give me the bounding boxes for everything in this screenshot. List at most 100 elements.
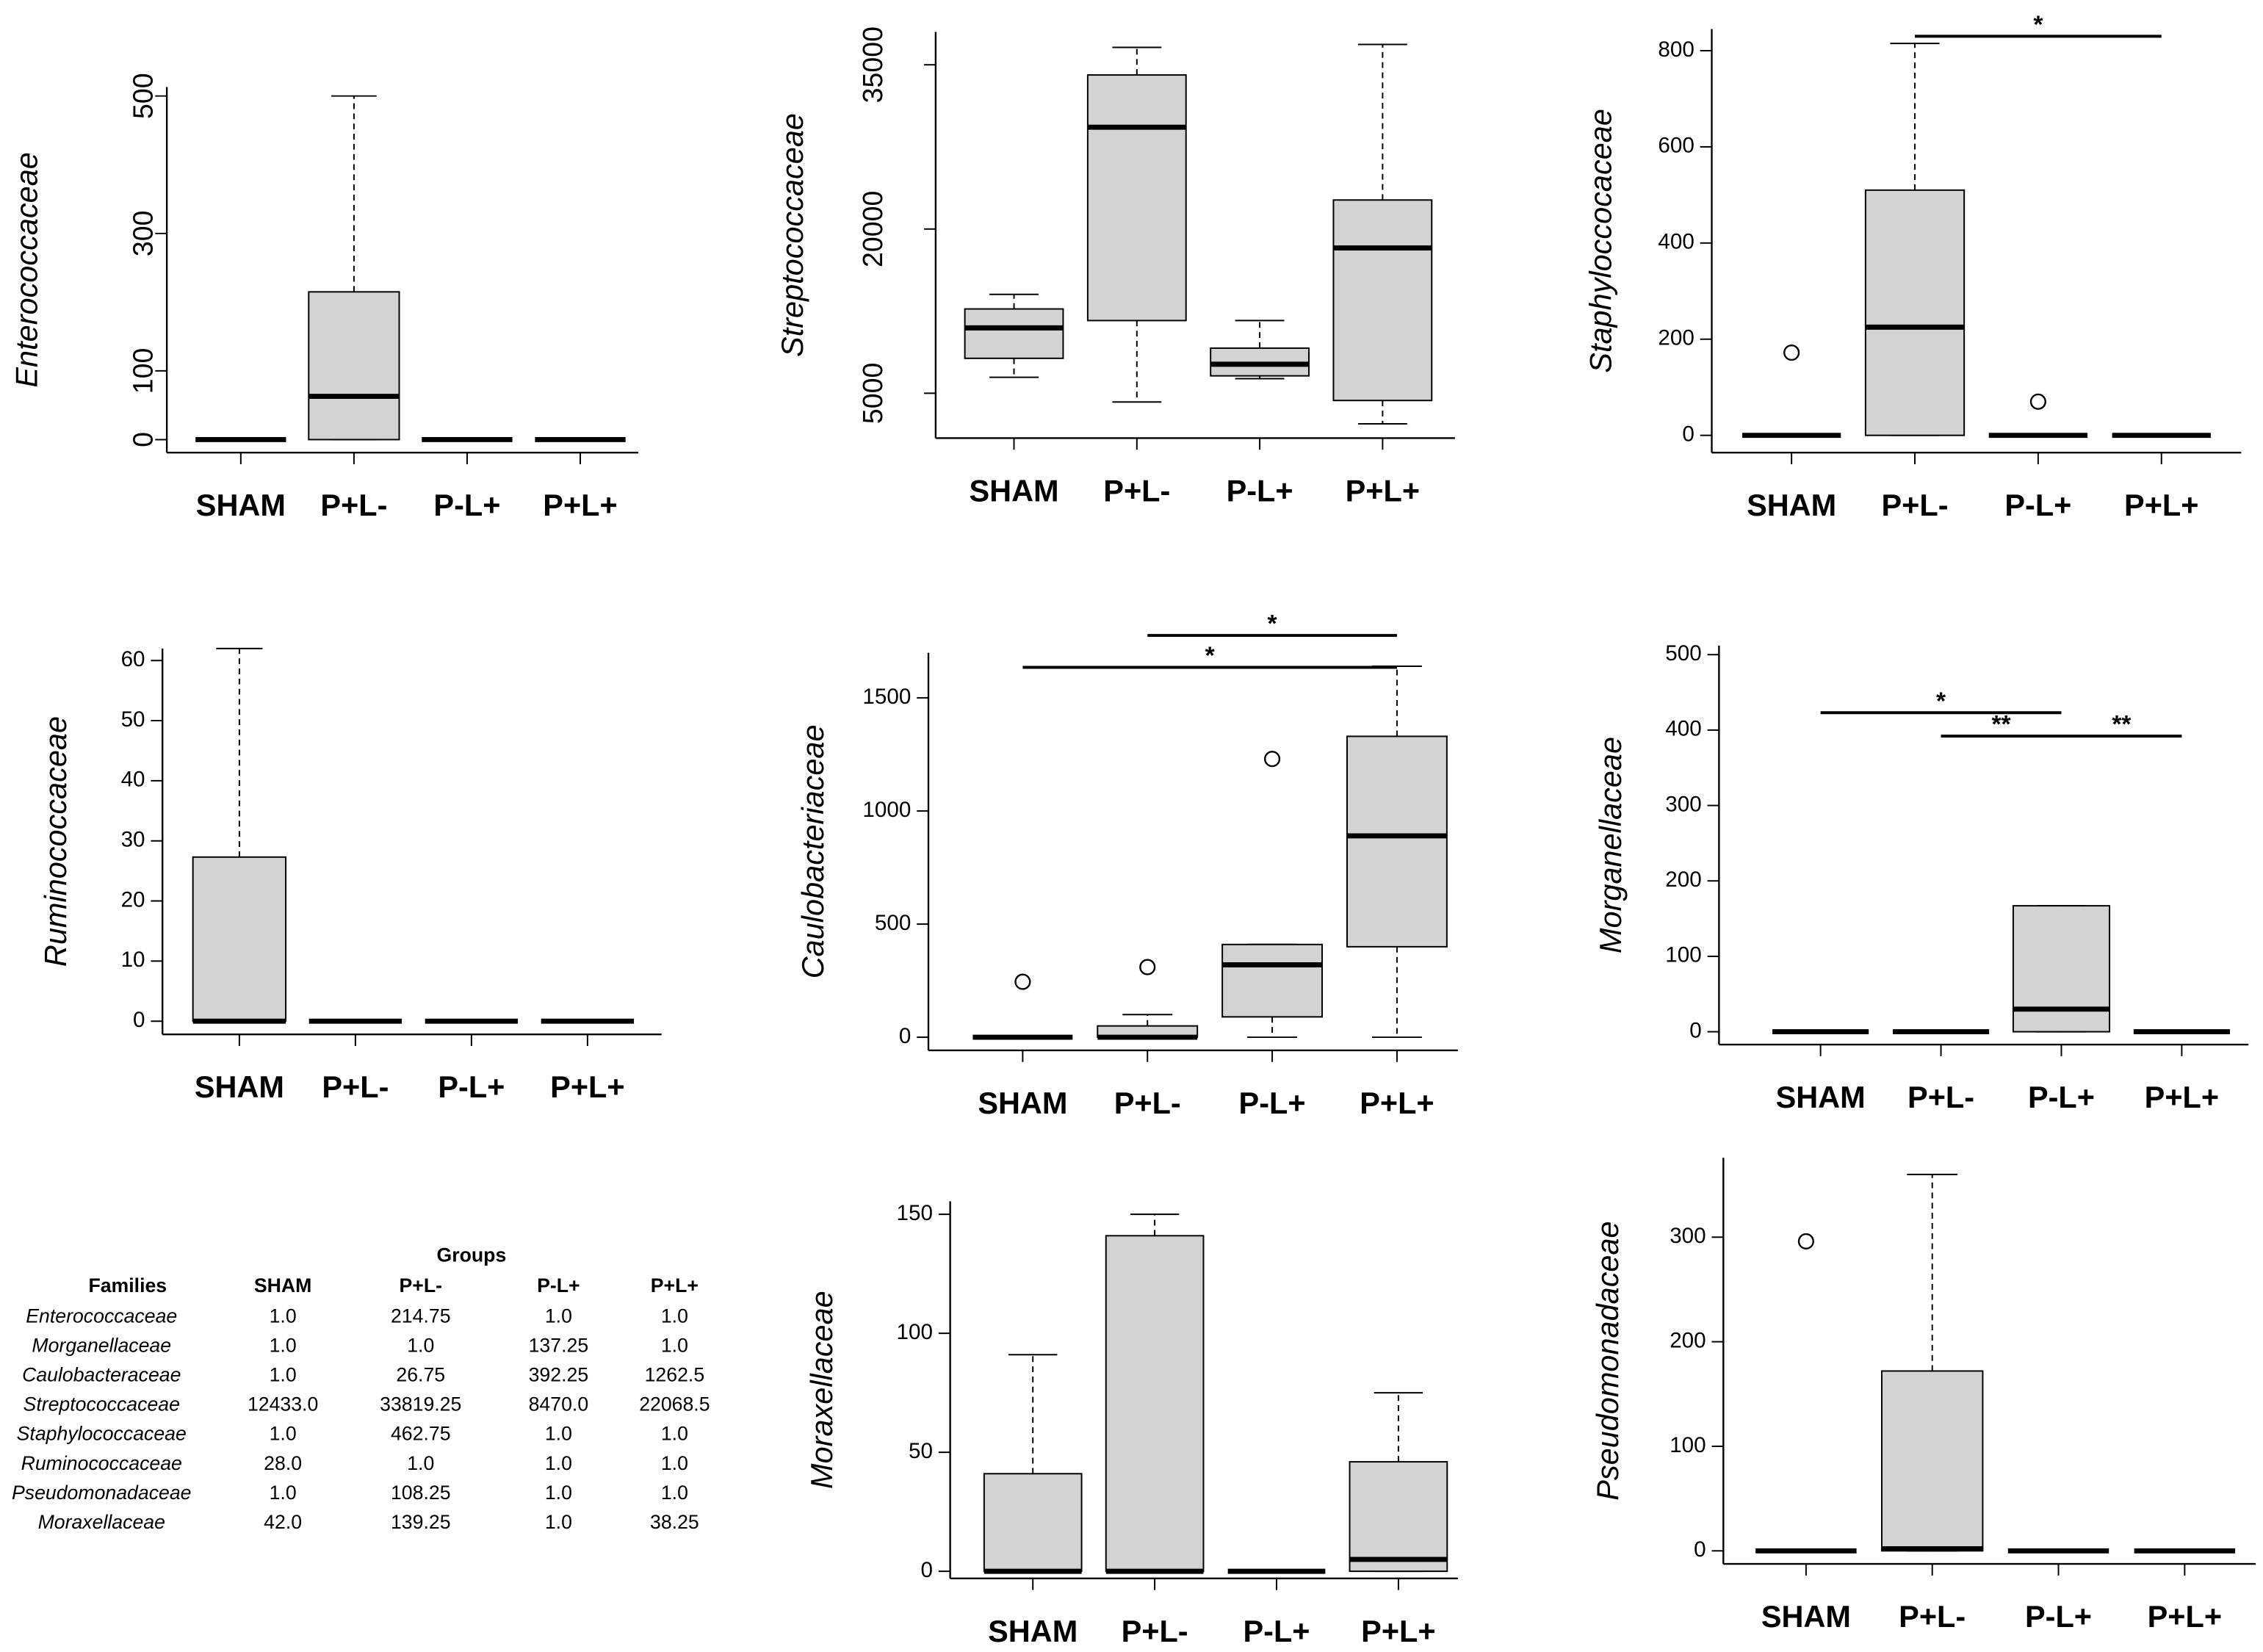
table-cell: 42.0 <box>264 1511 302 1533</box>
table-cell: 392.25 <box>529 1364 589 1386</box>
table-title: Groups <box>436 1244 506 1266</box>
table-cell: 1.0 <box>270 1364 297 1386</box>
x-tick-label: P+L- <box>1908 1080 1974 1114</box>
y-tick-label: 300 <box>127 211 158 257</box>
table-cell: 1.0 <box>661 1482 688 1504</box>
y-tick-label: 1000 <box>862 798 911 822</box>
x-tick-label: P+L- <box>320 488 387 522</box>
table-cell: 214.75 <box>391 1305 451 1327</box>
x-tick-label: P+L- <box>1103 473 1170 508</box>
box <box>1864 189 1966 436</box>
family-name: Moraxellaceae <box>38 1511 165 1533</box>
box <box>2012 905 2111 1033</box>
table-cell: 1.0 <box>545 1423 572 1445</box>
table-cell: 8470.0 <box>529 1393 589 1415</box>
y-axis-label: Morganellaceae <box>1593 737 1628 953</box>
x-tick-label: SHAM <box>195 1070 284 1104</box>
family-name: Ruminococcaceae <box>21 1452 182 1474</box>
x-tick-label: P+L+ <box>2124 488 2198 522</box>
box <box>1086 74 1187 322</box>
y-tick-label: 0 <box>920 1558 932 1582</box>
y-tick-label: 200 <box>1670 1328 1706 1352</box>
significance-label: * <box>1205 643 1216 670</box>
x-tick-label: SHAM <box>1776 1080 1866 1114</box>
y-axis-label: Ruminococcaceae <box>38 716 73 967</box>
table-cell: 28.0 <box>264 1452 302 1474</box>
family-name: Streptococcaceae <box>24 1393 180 1415</box>
y-axis-label: Enterococcaceae <box>9 152 43 387</box>
outlier <box>1139 959 1156 975</box>
table-cell: 1.0 <box>407 1452 434 1474</box>
table-cell: 108.25 <box>391 1482 451 1504</box>
y-tick-label: 500 <box>127 73 158 119</box>
y-tick-label: 60 <box>121 647 145 671</box>
y-tick-label: 500 <box>875 911 911 935</box>
significance-label: * <box>2033 11 2043 38</box>
table-cell: 1.0 <box>270 1305 297 1327</box>
table-cell: 1.0 <box>661 1305 688 1327</box>
outlier <box>1797 1233 1814 1250</box>
y-tick-label: 300 <box>1665 792 1701 816</box>
x-tick-label: P+L+ <box>2148 1599 2222 1634</box>
y-tick-label: 10 <box>121 948 145 972</box>
y-tick-label: 800 <box>1658 37 1694 62</box>
table-cell: 1.0 <box>270 1482 297 1504</box>
x-tick-label: SHAM <box>988 1614 1078 1648</box>
x-tick-label: P-L+ <box>1243 1614 1310 1648</box>
y-tick-label: 600 <box>1658 134 1694 158</box>
x-tick-label: P+L+ <box>550 1070 624 1104</box>
box <box>1332 199 1433 402</box>
x-tick-label: P+L+ <box>543 488 617 522</box>
y-axis-label: Moraxellaceae <box>804 1291 839 1489</box>
x-tick-label: P+L+ <box>2145 1080 2219 1114</box>
x-tick-label: P+L+ <box>1346 473 1420 508</box>
y-tick-label: 200 <box>1658 326 1694 350</box>
x-tick-label: SHAM <box>978 1086 1067 1120</box>
y-tick-label: 0 <box>1682 422 1694 446</box>
y-tick-label: 50 <box>909 1439 933 1463</box>
x-tick-label: SHAM <box>1761 1599 1851 1634</box>
table-cell: 1.0 <box>661 1334 688 1356</box>
outlier <box>2029 393 2046 410</box>
y-tick-label: 50 <box>121 707 145 732</box>
table-cell: 1.0 <box>407 1334 434 1356</box>
table-cell: 26.75 <box>396 1364 445 1386</box>
table-cell: 462.75 <box>391 1423 451 1445</box>
y-axis-label: Streptococcaceae <box>775 113 809 357</box>
table-header: Families <box>88 1274 167 1296</box>
y-axis-label: Caulobacteriaceae <box>795 724 830 978</box>
box <box>964 308 1064 359</box>
x-tick-label: P+L- <box>1122 1614 1188 1648</box>
family-name: Morganellaceae <box>32 1334 171 1356</box>
box <box>1221 943 1324 1018</box>
x-tick-label: SHAM <box>969 473 1058 508</box>
x-tick-label: SHAM <box>1747 488 1836 522</box>
significance-label: ** <box>2112 711 2132 738</box>
table-cell: 139.25 <box>391 1511 451 1533</box>
y-tick-label: 150 <box>897 1201 933 1225</box>
y-axis-label: Staphyloccocaceae <box>1583 109 1617 373</box>
y-tick-label: 20000 <box>857 191 888 267</box>
x-tick-label: P-L+ <box>2025 1599 2092 1634</box>
y-tick-label: 20 <box>121 887 145 912</box>
box <box>192 856 287 1022</box>
significance-label: * <box>1936 688 1946 715</box>
y-tick-label: 1500 <box>862 685 911 709</box>
family-name: Pseudomonadaceae <box>12 1482 192 1504</box>
x-tick-label: P+L- <box>322 1070 389 1104</box>
y-tick-label: 30 <box>121 828 145 852</box>
table-cell: 1.0 <box>545 1482 572 1504</box>
x-tick-label: P-L+ <box>438 1070 505 1104</box>
x-tick-label: P-L+ <box>2004 488 2071 522</box>
x-tick-label: SHAM <box>196 488 286 522</box>
x-tick-label: P-L+ <box>2028 1080 2095 1114</box>
y-tick-label: 5000 <box>857 363 888 424</box>
table-header: P+L- <box>399 1274 442 1296</box>
box <box>308 291 400 441</box>
table-header: P-L+ <box>537 1274 580 1296</box>
box <box>1880 1370 1984 1552</box>
box <box>1349 1461 1448 1573</box>
significance-label: ** <box>1991 711 2011 738</box>
family-name: Caulobacteraceae <box>22 1364 181 1386</box>
